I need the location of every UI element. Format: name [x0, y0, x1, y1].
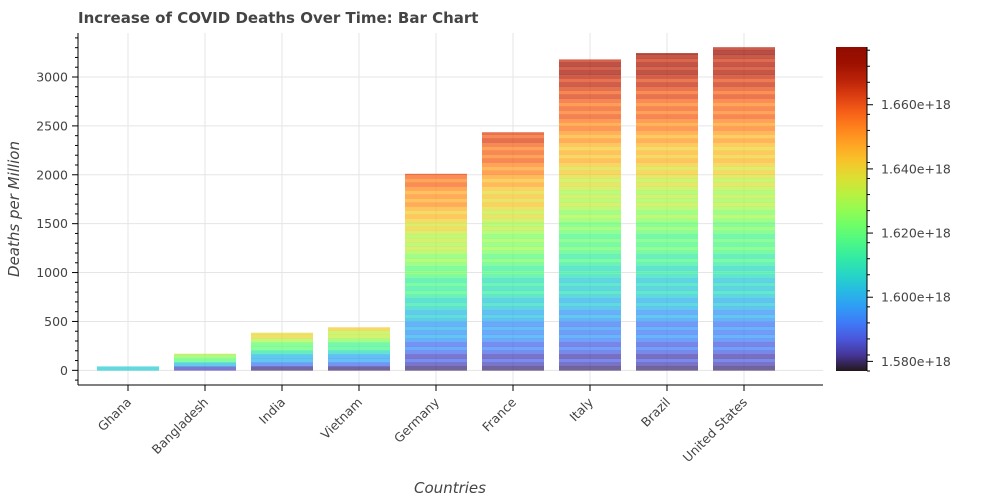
colorbar-gradient — [836, 47, 867, 371]
y-tick-label: 2000 — [36, 167, 68, 182]
bar — [328, 327, 390, 371]
y-tick-label: 500 — [44, 314, 68, 329]
x-tick-label: France — [479, 394, 519, 434]
chart-title: Increase of COVID Deaths Over Time: Bar … — [78, 9, 478, 27]
x-tick-label: Bangladesh — [149, 395, 211, 457]
x-axis-label: Countries — [414, 479, 486, 497]
bar — [636, 53, 698, 371]
x-tick-label: Ghana — [95, 395, 134, 434]
y-axis-label: Deaths per Million — [5, 141, 23, 277]
colorbar-tick-label: 1.620e+18 — [881, 226, 951, 241]
bar — [559, 59, 621, 371]
y-tick-label: 3000 — [36, 70, 68, 85]
y-axis: 0 500 1000 1500 2000 2500 3000 — [36, 33, 79, 385]
bar — [713, 47, 775, 371]
x-tick-label: Italy — [566, 394, 596, 424]
colorbar-tick-label: 1.660e+18 — [881, 97, 951, 112]
x-tick-label: India — [256, 395, 288, 427]
y-tick-label: 1500 — [36, 216, 68, 231]
bar — [174, 353, 236, 371]
y-tick-label: 1000 — [36, 265, 68, 280]
colorbar-tick-label: 1.600e+18 — [881, 290, 951, 305]
bar — [251, 332, 313, 371]
x-axis: Ghana Bangladesh India Vietnam Germany France… — [78, 384, 823, 465]
bar — [97, 366, 159, 371]
x-tick-label: United States — [680, 395, 750, 465]
x-tick-label: Brazil — [638, 395, 673, 430]
colorbar: 1.580e+18 1.600e+18 1.620e+18 1.640e+18 1.66… — [836, 47, 951, 372]
bars — [97, 47, 775, 371]
y-tick-label: 2500 — [36, 118, 68, 133]
x-tick-label: Vietnam — [318, 395, 365, 442]
colorbar-tick-label: 1.640e+18 — [881, 161, 951, 176]
colorbar-tick-label: 1.580e+18 — [881, 354, 951, 369]
x-tick-label: Germany — [391, 394, 443, 446]
bar — [482, 132, 544, 371]
bar — [405, 173, 467, 371]
y-tick-label: 0 — [60, 363, 68, 378]
